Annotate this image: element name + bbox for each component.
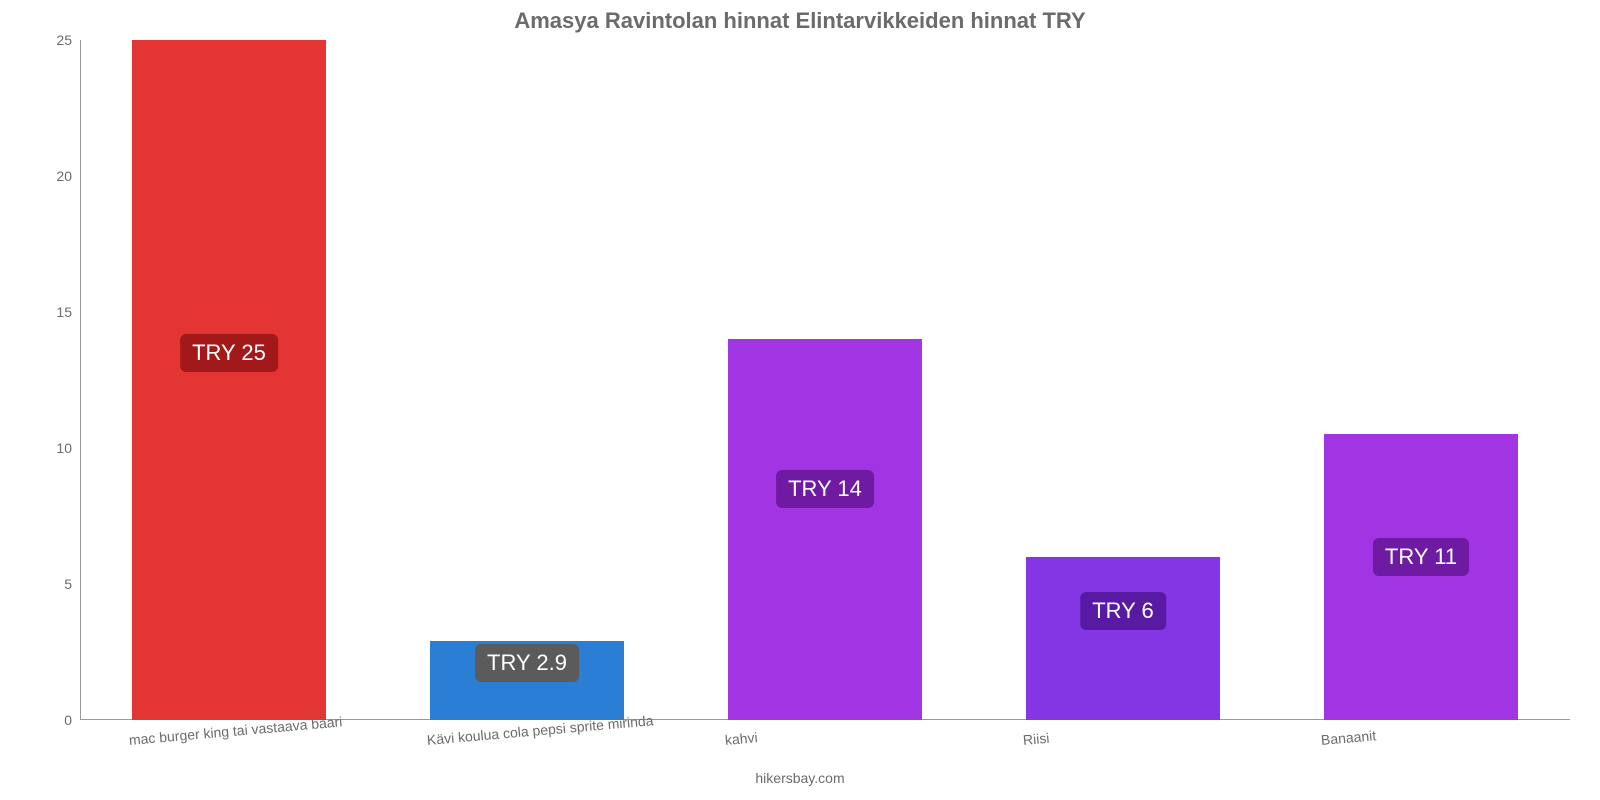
attribution-text: hikersbay.com bbox=[755, 770, 844, 786]
value-badge: TRY 6 bbox=[1080, 592, 1166, 630]
x-tick-label: Banaanit bbox=[1320, 727, 1376, 748]
y-tick-label: 25 bbox=[40, 32, 72, 48]
value-badge: TRY 11 bbox=[1373, 538, 1469, 576]
x-tick-label: kahvi bbox=[724, 729, 758, 748]
bar bbox=[132, 40, 326, 720]
y-tick-label: 10 bbox=[40, 440, 72, 456]
value-badge: TRY 2.9 bbox=[475, 644, 579, 682]
bar bbox=[728, 339, 922, 720]
y-tick-label: 20 bbox=[40, 168, 72, 184]
y-tick-label: 0 bbox=[40, 712, 72, 728]
bar-chart: Amasya Ravintolan hinnat Elintarvikkeide… bbox=[0, 0, 1600, 800]
bar bbox=[1026, 557, 1220, 720]
value-badge: TRY 25 bbox=[180, 334, 278, 372]
value-badge: TRY 14 bbox=[776, 470, 874, 508]
bar bbox=[1324, 434, 1518, 720]
y-tick-label: 5 bbox=[40, 576, 72, 592]
bars-container: TRY 25 TRY 2.9 TRY 14 TRY 6 TRY 11 bbox=[80, 40, 1570, 720]
plot-area: TRY 25TRY 2.9TRY 14TRY 6TRY 11 051015202… bbox=[80, 40, 1570, 720]
x-tick-label: Riisi bbox=[1022, 730, 1050, 748]
y-tick-label: 15 bbox=[40, 304, 72, 320]
chart-title: Amasya Ravintolan hinnat Elintarvikkeide… bbox=[0, 8, 1600, 34]
